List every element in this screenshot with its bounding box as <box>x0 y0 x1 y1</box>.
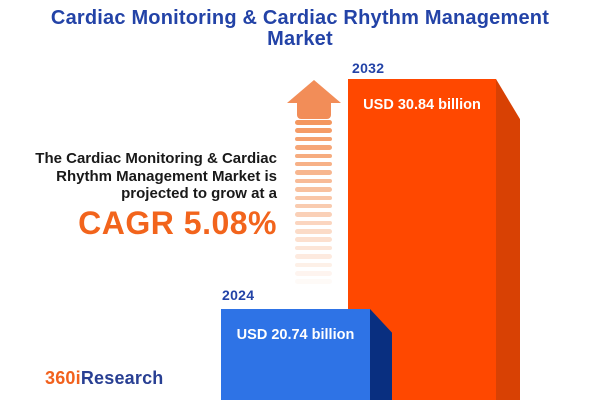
bar-2032-side-face <box>496 79 520 400</box>
bar-2024-value-label: USD 20.74 billion <box>236 327 355 343</box>
arrow-stripes <box>295 120 332 288</box>
arrow-stripe <box>295 203 332 209</box>
bar-2032-value-label: USD 30.84 billion <box>363 97 481 113</box>
annotation-line-2: Rhythm Management Market is <box>56 167 277 185</box>
arrow-stripe <box>295 136 332 142</box>
arrow-stripe <box>295 229 332 234</box>
chart-title: Cardiac Monitoring & Cardiac Rhythm Mana… <box>50 7 550 50</box>
arrow-stripe <box>295 237 332 242</box>
arrow-stripe <box>295 245 332 251</box>
logo-prefix: 360i <box>45 368 81 388</box>
arrow-stripe <box>295 145 332 150</box>
arrow-stripe <box>295 178 332 184</box>
arrow-stripe <box>295 161 332 167</box>
bar-2032-year-label: 2032 <box>352 60 385 76</box>
arrow-stripe <box>295 220 332 226</box>
striped-up-arrow-icon <box>287 80 341 292</box>
arrow-stripe <box>295 254 332 259</box>
arrow-stripe <box>295 187 332 192</box>
arrow-stripe <box>295 271 332 276</box>
arrow-stripe <box>295 128 332 133</box>
arrow-stripe <box>295 170 332 175</box>
logo: 360iResearch <box>45 368 164 389</box>
arrow-stripe <box>295 153 332 159</box>
annotation-line-1: The Cardiac Monitoring & Cardiac <box>35 150 277 167</box>
arrow-stripe <box>295 279 332 284</box>
arrow-stripe <box>295 212 332 217</box>
logo-suffix: Research <box>80 368 164 388</box>
arrow-stripe <box>295 262 332 268</box>
cagr-value: CAGR 5.08% <box>78 204 277 241</box>
arrow-head-icon <box>287 80 341 119</box>
bar-2024: USD 20.74 billion <box>221 309 370 400</box>
bar-2024-year-label: 2024 <box>222 287 255 303</box>
arrow-stripe <box>295 120 332 125</box>
annotation-line-3: projected to grow at a <box>121 185 277 202</box>
arrow-stripe <box>295 195 332 201</box>
bar-2024-side-face <box>370 309 392 400</box>
growth-annotation: The Cardiac Monitoring & Cardiac Rhythm … <box>35 150 277 240</box>
